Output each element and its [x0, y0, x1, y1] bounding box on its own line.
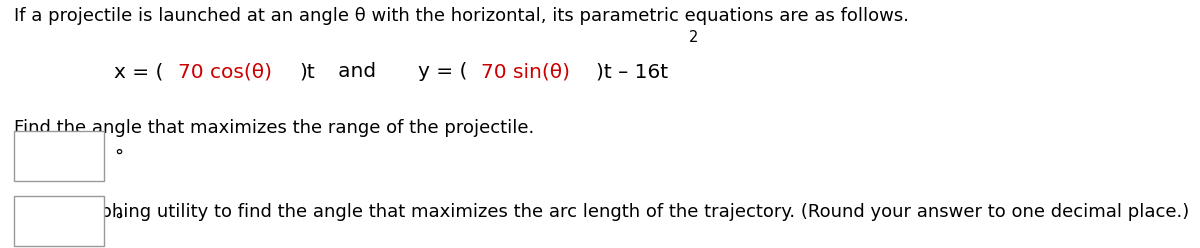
Text: 70 sin(θ): 70 sin(θ) — [481, 62, 570, 81]
Text: 2: 2 — [689, 30, 698, 45]
Text: If a projectile is launched at an angle θ with the horizontal, its parametric eq: If a projectile is launched at an angle … — [14, 7, 910, 26]
Text: y = (: y = ( — [418, 62, 467, 81]
Text: °: ° — [114, 212, 124, 230]
Text: and: and — [319, 62, 396, 81]
Text: x = (: x = ( — [114, 62, 163, 81]
Text: Find the angle that maximizes the range of the projectile.: Find the angle that maximizes the range … — [14, 119, 535, 137]
Text: )t – 16t: )t – 16t — [596, 62, 668, 81]
Text: )t: )t — [299, 62, 314, 81]
FancyBboxPatch shape — [14, 131, 104, 181]
Text: °: ° — [114, 147, 124, 165]
Text: 70 cos(θ): 70 cos(θ) — [178, 62, 271, 81]
FancyBboxPatch shape — [14, 196, 104, 246]
Text: Use a graphing utility to find the angle that maximizes the arc length of the tr: Use a graphing utility to find the angle… — [14, 203, 1189, 221]
